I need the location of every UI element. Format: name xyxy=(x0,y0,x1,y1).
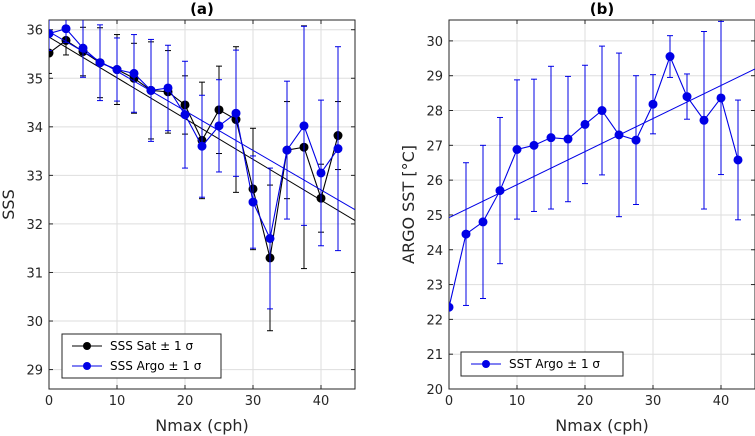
legend: SST Argo ± 1 σ xyxy=(460,351,624,377)
legend-marker xyxy=(482,360,490,368)
data-point xyxy=(733,155,743,165)
data-point xyxy=(129,68,139,78)
panel-title: (a) xyxy=(190,0,214,18)
y-tick-label: 32 xyxy=(26,218,43,233)
data-point xyxy=(49,29,54,39)
data-point xyxy=(265,233,275,243)
data-point xyxy=(512,144,522,154)
x-tick-label: 30 xyxy=(645,394,662,409)
data-point xyxy=(316,168,326,178)
x-tick-label: 40 xyxy=(713,394,730,409)
y-tick-label: 28 xyxy=(426,105,443,120)
data-point xyxy=(529,140,539,150)
data-point xyxy=(61,24,71,34)
data-point xyxy=(214,121,224,131)
legend: SSS Sat ± 1 σ SSS Argo ± 1 σ xyxy=(61,333,222,379)
x-tick-label: 30 xyxy=(245,394,262,409)
series-line xyxy=(449,55,739,308)
data-point xyxy=(333,144,343,154)
data-point xyxy=(580,119,590,129)
y-tick-label: 30 xyxy=(26,315,43,330)
data-point xyxy=(546,133,556,143)
y-tick-label: 23 xyxy=(426,279,443,294)
x-tick-label: 0 xyxy=(45,394,53,409)
x-axis-label: Nmax (cph) xyxy=(555,416,649,435)
data-point xyxy=(648,99,658,109)
y-axis-label: SSS xyxy=(0,189,18,219)
data-point xyxy=(197,141,207,151)
y-axis-label: ARGO SST [°C] xyxy=(399,145,418,264)
data-point xyxy=(449,302,454,312)
y-tick-label: 27 xyxy=(426,139,443,154)
y-tick-label: 29 xyxy=(426,70,443,85)
x-tick-label: 10 xyxy=(509,394,526,409)
y-tick-label: 31 xyxy=(26,266,43,281)
data-point xyxy=(563,134,573,144)
legend-marker xyxy=(83,362,91,370)
data-point xyxy=(248,197,258,207)
legend-box xyxy=(61,333,222,379)
x-tick-label: 20 xyxy=(577,394,594,409)
data-point xyxy=(597,106,607,116)
y-tick-label: 22 xyxy=(426,313,443,328)
data-point xyxy=(495,186,505,196)
legend-label: SSS Sat ± 1 σ xyxy=(110,339,193,353)
data-point xyxy=(95,58,105,68)
data-point xyxy=(163,83,173,93)
y-tick-label: 36 xyxy=(26,24,43,39)
y-tick-label: 24 xyxy=(426,244,443,259)
data-point xyxy=(614,130,624,140)
y-tick-label: 30 xyxy=(426,35,443,50)
x-tick-label: 40 xyxy=(313,394,330,409)
legend-label: SSS Argo ± 1 σ xyxy=(110,359,202,373)
legend-box xyxy=(460,351,624,377)
data-point xyxy=(478,217,488,227)
data-point xyxy=(112,65,122,75)
data-point xyxy=(180,110,190,120)
y-tick-label: 20 xyxy=(426,383,443,398)
data-point xyxy=(78,43,88,53)
data-point xyxy=(146,85,156,95)
data-point xyxy=(682,92,692,102)
series-2 xyxy=(49,20,355,310)
x-tick-label: 20 xyxy=(177,394,194,409)
y-tick-label: 29 xyxy=(26,364,43,379)
panel-b: 0 10 20 30 40 20 21 22 23 24 25 26 27 28 29 30 (b) Nmax (… xyxy=(399,0,755,435)
y-tick-label: 21 xyxy=(426,348,443,363)
axes-frame xyxy=(48,19,356,390)
y-tick-label: 25 xyxy=(426,209,443,224)
x-tick-label: 0 xyxy=(445,394,453,409)
data-point xyxy=(282,145,292,155)
data-layer xyxy=(449,20,755,312)
y-tick-label: 26 xyxy=(426,174,443,189)
data-point xyxy=(716,93,726,103)
axes-frame xyxy=(448,19,755,390)
panel-a: 0 10 20 30 40 29 30 31 32 33 34 35 36 (a) Nmax (cph) SS… xyxy=(0,0,356,435)
legend-label: SST Argo ± 1 σ xyxy=(509,357,600,371)
data-point xyxy=(231,108,241,118)
data-point xyxy=(699,115,709,125)
data-point xyxy=(461,229,471,239)
y-tick-label: 35 xyxy=(26,72,43,87)
y-tick-label: 33 xyxy=(26,169,43,184)
x-tick-label: 10 xyxy=(109,394,126,409)
data-point xyxy=(665,52,675,62)
data-point xyxy=(631,135,641,145)
legend-marker xyxy=(83,342,91,350)
x-axis-label: Nmax (cph) xyxy=(155,416,249,435)
y-tick-label: 34 xyxy=(26,121,43,136)
data-layer xyxy=(49,20,355,332)
panel-title: (b) xyxy=(590,0,614,18)
data-point xyxy=(299,121,309,131)
series-1 xyxy=(449,20,755,312)
